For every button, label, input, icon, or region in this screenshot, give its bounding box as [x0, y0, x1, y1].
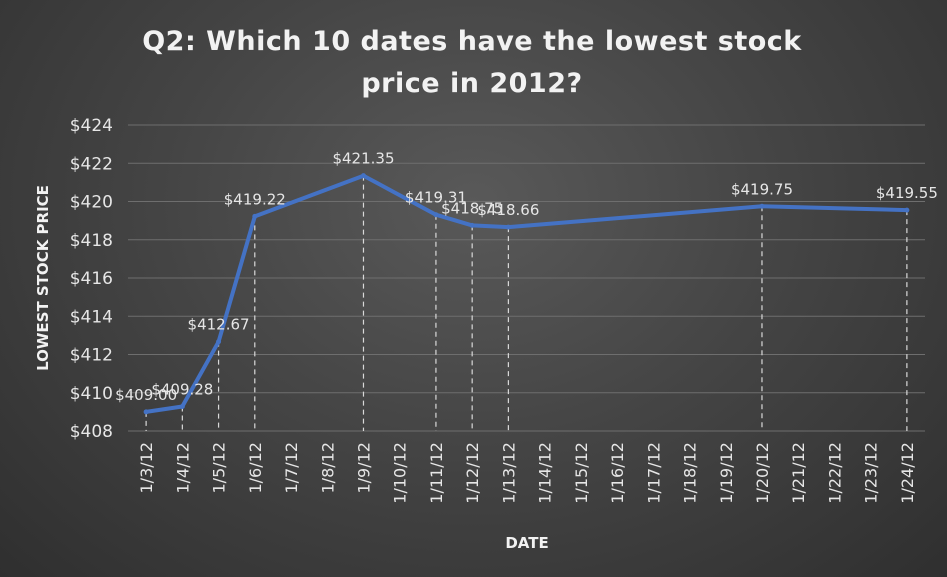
x-tick-label: 1/9/12 — [354, 442, 373, 494]
x-tick-label: 1/4/12 — [173, 442, 192, 494]
y-tick-label: $414 — [70, 307, 113, 327]
data-label: $419.75 — [731, 180, 793, 198]
x-tick-label: 1/3/12 — [137, 442, 156, 494]
x-tick-label: 1/18/12 — [681, 442, 700, 504]
data-point — [360, 173, 366, 179]
x-tick-label: 1/16/12 — [608, 442, 627, 504]
x-tick-label: 1/10/12 — [391, 442, 410, 504]
y-tick-label: $408 — [70, 422, 113, 442]
data-point — [143, 409, 149, 415]
data-label: $418.66 — [477, 201, 539, 219]
x-tick-label: 1/22/12 — [825, 442, 844, 504]
data-point — [252, 213, 258, 219]
x-tick-label: 1/8/12 — [318, 442, 337, 494]
x-tick-label: 1/20/12 — [753, 442, 772, 504]
data-point — [216, 339, 222, 345]
chart-title-line-1: Q2: Which 10 dates have the lowest stock — [142, 26, 802, 57]
y-tick-label: $420 — [70, 193, 113, 213]
x-tick-label: 1/13/12 — [499, 442, 518, 504]
y-tick-label: $410 — [70, 384, 113, 404]
y-tick-label: $416 — [70, 269, 113, 289]
x-tick-label: 1/24/12 — [898, 442, 917, 504]
data-label: $409.28 — [151, 381, 213, 399]
data-label: $409.00 — [115, 386, 177, 404]
x-tick-label: 1/23/12 — [862, 442, 881, 504]
data-label: $418.75 — [441, 199, 503, 217]
x-tick-label: 1/19/12 — [717, 442, 736, 504]
x-tick-label: 1/7/12 — [282, 442, 301, 494]
y-tick-label: $418 — [70, 231, 113, 251]
data-label: $419.55 — [876, 184, 938, 202]
data-point — [179, 404, 185, 410]
y-axis-title: LOWEST STOCK PRICE — [34, 185, 52, 371]
data-label: $419.22 — [224, 190, 286, 208]
y-tick-label: $412 — [70, 346, 113, 366]
x-tick-label: 1/15/12 — [572, 442, 591, 504]
data-point — [904, 207, 910, 213]
x-tick-label: 1/14/12 — [536, 442, 555, 504]
data-point — [759, 203, 765, 209]
x-tick-label: 1/12/12 — [463, 442, 482, 504]
data-label: $419.31 — [405, 189, 467, 207]
data-label: $412.67 — [188, 316, 250, 334]
x-tick-label: 1/5/12 — [210, 442, 229, 494]
x-axis-title: DATE — [505, 534, 548, 552]
data-point — [469, 222, 475, 228]
x-tick-label: 1/11/12 — [427, 442, 446, 504]
chart-title-line-2: price in 2012? — [361, 68, 582, 99]
data-label: $421.35 — [332, 150, 394, 168]
data-point — [433, 212, 439, 218]
y-tick-label: $424 — [70, 116, 113, 136]
x-tick-label: 1/21/12 — [789, 442, 808, 504]
x-tick-label: 1/17/12 — [644, 442, 663, 504]
series-line — [144, 173, 909, 414]
x-tick-label: 1/6/12 — [246, 442, 265, 494]
y-tick-label: $422 — [70, 154, 113, 174]
data-point — [505, 224, 511, 230]
